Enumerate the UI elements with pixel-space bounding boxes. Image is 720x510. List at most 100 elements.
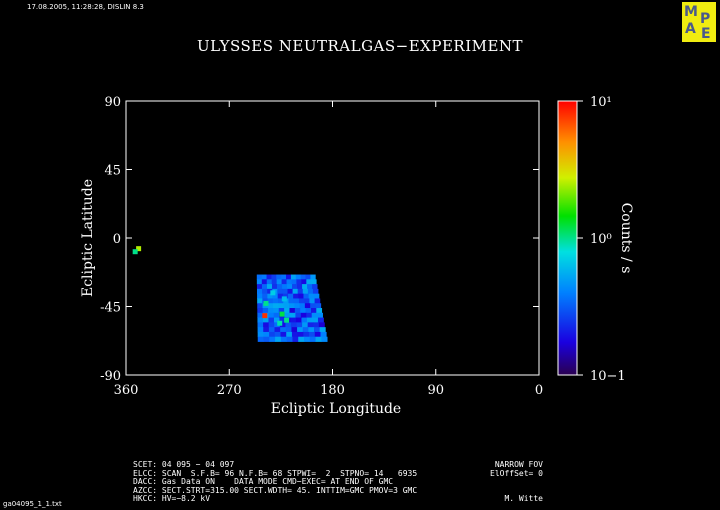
y-tick-label: -45 xyxy=(100,301,121,316)
info-hkcc: HKCC: HV=−8.2 kV xyxy=(133,494,211,504)
sector-cell xyxy=(288,293,294,299)
sector-cell xyxy=(317,312,323,318)
sector-cell xyxy=(282,288,288,295)
sector-cell xyxy=(281,279,287,285)
sector-cell xyxy=(290,322,297,328)
sector-cell xyxy=(311,279,317,285)
colorbar-label: Counts / s xyxy=(618,203,634,274)
sector-cell xyxy=(261,284,268,290)
plot-timestamp: 17.08.2005, 11:28:28, DISLIN 8.3 xyxy=(27,3,144,11)
sector-cell xyxy=(303,293,310,299)
x-tick-label: 180 xyxy=(320,383,345,398)
sector-cell xyxy=(262,288,268,295)
sector-cell xyxy=(256,274,263,280)
sector-cell xyxy=(307,322,314,328)
sector-cell xyxy=(284,308,290,314)
sector-cell xyxy=(271,274,277,280)
info-dacc: DACC: Gas Data ON DATA MODE CMD−EXEC= AT… xyxy=(133,477,394,487)
sector-cell xyxy=(291,279,297,285)
sector-cell xyxy=(288,298,295,304)
sector-cell xyxy=(257,298,263,304)
info-fov: NARROW FOV xyxy=(494,460,543,469)
sector-cell xyxy=(297,327,304,333)
sector-cell xyxy=(302,288,309,295)
sector-cell xyxy=(303,336,311,342)
sector-cell xyxy=(262,308,269,314)
sector-cell xyxy=(310,308,317,314)
sector-cell xyxy=(281,274,287,280)
sector-cell xyxy=(279,317,286,323)
sector-cell xyxy=(272,293,279,299)
sector-cell xyxy=(284,312,291,318)
info-azcc: AZCC: SECT.STRT=315.00 SECT.WDTH= 45. IN… xyxy=(133,485,418,495)
sector-cell xyxy=(257,317,264,323)
data-point xyxy=(279,311,285,317)
sector-cell xyxy=(285,327,292,333)
sector-cell xyxy=(295,274,302,280)
sector-cell xyxy=(261,274,267,280)
sector-cell xyxy=(269,331,276,338)
sector-cell xyxy=(292,288,299,295)
sector-cell xyxy=(296,322,303,328)
x-tick-label: 360 xyxy=(114,383,139,398)
sector-cell xyxy=(302,327,309,333)
sector-cell xyxy=(319,327,326,333)
colorbar xyxy=(557,100,578,376)
sector-cell xyxy=(293,298,300,304)
sector-cell xyxy=(283,303,290,309)
sector-cell xyxy=(293,293,299,299)
sector-cell xyxy=(312,317,319,323)
colorbar-tick-label: 10−1 xyxy=(590,369,626,384)
data-point xyxy=(136,246,142,252)
sector-cell xyxy=(295,312,302,318)
colorbar-tick-label: 10⁰ xyxy=(590,232,612,247)
sector-cell xyxy=(291,327,298,333)
sector-cell xyxy=(289,308,296,314)
sector-cell xyxy=(306,317,313,323)
sector-cell xyxy=(268,317,275,323)
sector-cell xyxy=(294,308,301,314)
sector-cell xyxy=(273,312,280,318)
sector-cell xyxy=(278,303,285,309)
sector-cell xyxy=(261,279,268,285)
info-elcc: ELCC: SCAN S.F.B= 96 N.F.B= 68 STPWI= 2 … xyxy=(133,468,418,478)
info-scet: SCET: 04 095 − 04 097 xyxy=(133,460,235,469)
sector-cell xyxy=(286,336,293,342)
sector-cell xyxy=(280,327,287,333)
plot-frame xyxy=(125,100,540,376)
sector-cell xyxy=(290,274,297,280)
sector-cell xyxy=(267,288,273,295)
sector-cell xyxy=(306,279,312,285)
sector-cell xyxy=(274,331,281,338)
sector-cell xyxy=(282,284,288,290)
data-point xyxy=(277,320,283,326)
sector-cell xyxy=(311,312,318,318)
sector-cell xyxy=(267,303,274,309)
sector-cell xyxy=(310,274,316,280)
sector-cell xyxy=(257,336,264,342)
sector-cell xyxy=(277,288,283,295)
sector-cell xyxy=(304,298,310,304)
sector-cell xyxy=(299,303,306,309)
sector-cell xyxy=(280,331,287,338)
sector-cell xyxy=(257,308,264,314)
sector-cell xyxy=(257,327,264,333)
sector-cell xyxy=(269,336,276,342)
sector-cell xyxy=(302,284,308,290)
data-point xyxy=(263,300,269,306)
sector-cell xyxy=(297,331,304,338)
sector-cell xyxy=(313,293,320,299)
y-tick-label: 0 xyxy=(113,232,121,247)
sector-cell xyxy=(274,327,281,333)
sector-cell xyxy=(297,284,303,290)
sector-cell xyxy=(296,279,302,285)
colorbar-tick-label: 10¹ xyxy=(590,95,612,110)
sector-cell xyxy=(257,322,264,328)
sector-cell xyxy=(263,336,270,342)
sector-cell xyxy=(280,336,288,342)
sector-cell xyxy=(298,298,305,304)
data-point xyxy=(262,313,268,319)
sector-cell xyxy=(316,308,323,314)
